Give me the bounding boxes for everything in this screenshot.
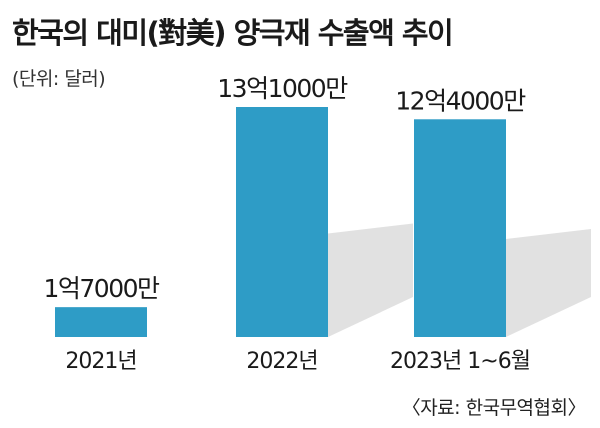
value-labels: 1억7000만 13억1000만 12억4000만: [43, 74, 527, 303]
category-label: 2022년: [246, 349, 317, 374]
bar-shadow: [506, 229, 591, 337]
source-note: 〈자료: 한국무역협회〉: [401, 397, 587, 419]
unit-note: (단위: 달러): [12, 68, 106, 90]
category-labels: 2021년 2022년 2023년 1~6월: [65, 349, 531, 374]
value-label: 1억7000만: [43, 274, 160, 303]
bars: [55, 107, 506, 338]
chart-title: 한국의 대미(對美) 양극재 수출액 추이: [12, 16, 454, 50]
category-label: 2021년: [65, 349, 136, 374]
category-label: 2023년 1~6월: [390, 349, 530, 374]
bar: [414, 119, 506, 338]
value-label: 12억4000만: [395, 86, 526, 115]
bar-shadows: [328, 223, 591, 337]
bar: [55, 307, 147, 337]
bar: [236, 107, 328, 337]
bar-shadow: [328, 223, 413, 337]
value-label: 13억1000만: [217, 74, 348, 103]
